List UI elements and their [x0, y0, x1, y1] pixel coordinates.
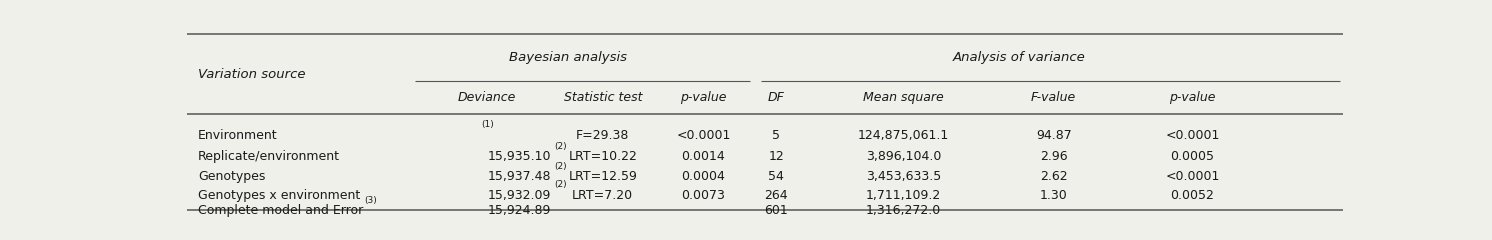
Text: Bayesian analysis: Bayesian analysis — [509, 51, 627, 64]
Text: 15,935.10: 15,935.10 — [488, 150, 551, 163]
Text: 0.0052: 0.0052 — [1171, 189, 1214, 202]
Text: (3): (3) — [364, 196, 377, 205]
Text: 2.62: 2.62 — [1040, 170, 1068, 183]
Text: Statistic test: Statistic test — [564, 91, 642, 104]
Text: p-value: p-value — [680, 91, 727, 104]
Text: 601: 601 — [764, 204, 788, 217]
Text: Analysis of variance: Analysis of variance — [953, 51, 1085, 64]
Text: Deviance: Deviance — [458, 91, 516, 104]
Text: 0.0004: 0.0004 — [682, 170, 725, 183]
Text: (1): (1) — [480, 120, 494, 129]
Text: 0.0014: 0.0014 — [682, 150, 725, 163]
Text: <0.0001: <0.0001 — [676, 130, 731, 143]
Text: 15,937.48: 15,937.48 — [488, 170, 551, 183]
Text: F=29.38: F=29.38 — [576, 130, 630, 143]
Text: 3,896,104.0: 3,896,104.0 — [865, 150, 941, 163]
Text: 15,924.89: 15,924.89 — [488, 204, 551, 217]
Text: Mean square: Mean square — [862, 91, 944, 104]
Text: (2): (2) — [554, 162, 567, 171]
Text: LRT=7.20: LRT=7.20 — [573, 189, 633, 202]
Text: 2.96: 2.96 — [1040, 150, 1068, 163]
Text: DF: DF — [768, 91, 785, 104]
Text: LRT=12.59: LRT=12.59 — [568, 170, 637, 183]
Text: 1,711,109.2: 1,711,109.2 — [865, 189, 941, 202]
Text: 94.87: 94.87 — [1035, 130, 1071, 143]
Text: 1,316,272.0: 1,316,272.0 — [865, 204, 941, 217]
Text: 264: 264 — [764, 189, 788, 202]
Text: 0.0073: 0.0073 — [682, 189, 725, 202]
Text: 0.0005: 0.0005 — [1171, 150, 1214, 163]
Text: 124,875,061.1: 124,875,061.1 — [858, 130, 949, 143]
Text: Replicate/environment: Replicate/environment — [198, 150, 340, 163]
Text: Environment: Environment — [198, 130, 278, 143]
Text: 3,453,633.5: 3,453,633.5 — [865, 170, 941, 183]
Text: Genotypes: Genotypes — [198, 170, 266, 183]
Text: 5: 5 — [773, 130, 780, 143]
Text: Complete model and Error: Complete model and Error — [198, 204, 364, 217]
Text: p-value: p-value — [1170, 91, 1216, 104]
Text: (2): (2) — [554, 142, 567, 151]
Text: <0.0001: <0.0001 — [1165, 130, 1219, 143]
Text: 12: 12 — [768, 150, 785, 163]
Text: (2): (2) — [554, 180, 567, 189]
Text: F-value: F-value — [1031, 91, 1076, 104]
Text: 1.30: 1.30 — [1040, 189, 1068, 202]
Text: 15,932.09: 15,932.09 — [488, 189, 551, 202]
Text: Variation source: Variation source — [198, 68, 306, 81]
Text: LRT=10.22: LRT=10.22 — [568, 150, 637, 163]
Text: 54: 54 — [768, 170, 785, 183]
Text: <0.0001: <0.0001 — [1165, 170, 1219, 183]
Text: Genotypes x environment: Genotypes x environment — [198, 189, 360, 202]
